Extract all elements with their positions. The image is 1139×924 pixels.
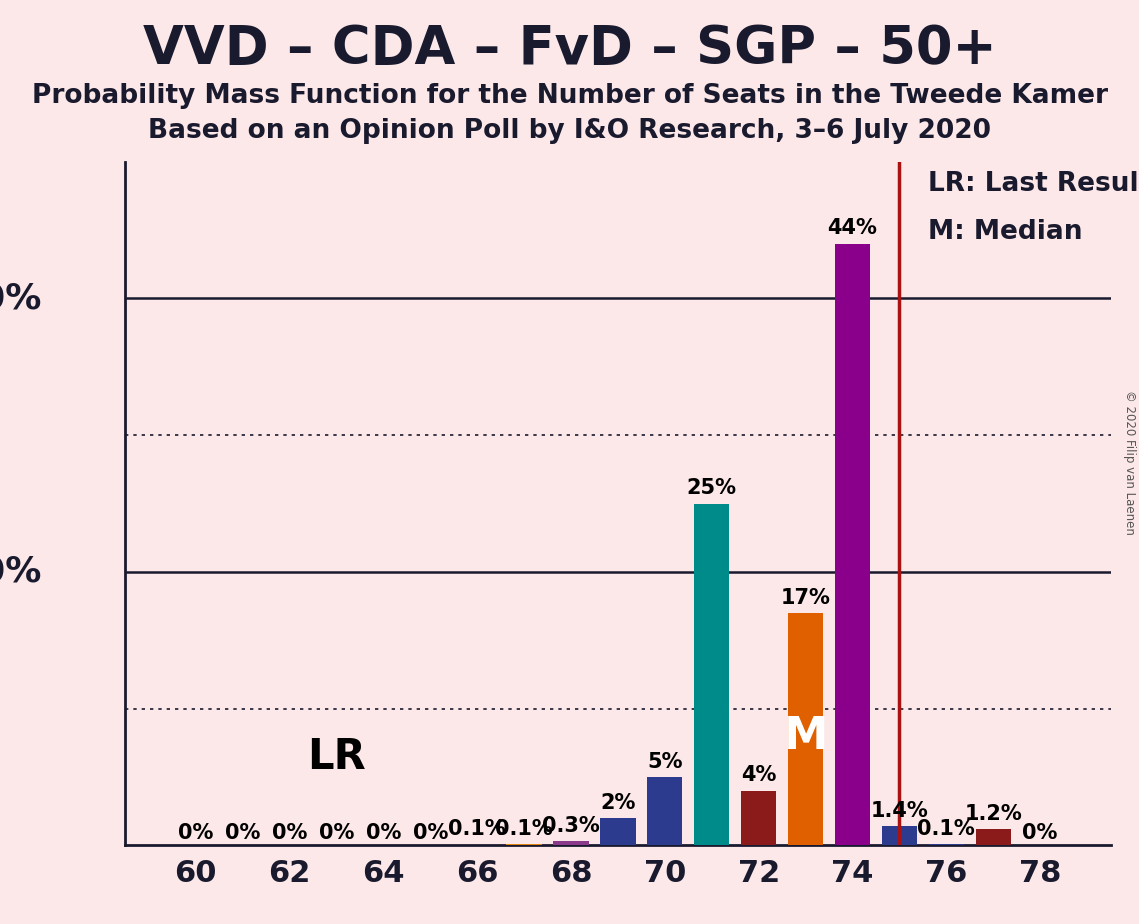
Bar [694,504,729,845]
Text: 44%: 44% [828,218,877,238]
Text: 2%: 2% [600,793,636,812]
Bar [600,818,636,845]
Text: Probability Mass Function for the Number of Seats in the Tweede Kamer: Probability Mass Function for the Number… [32,83,1107,109]
Bar [647,777,682,845]
Text: 0%: 0% [412,822,448,843]
Text: 1.2%: 1.2% [965,804,1022,823]
Text: 0%: 0% [178,822,213,843]
Text: 5%: 5% [647,751,682,772]
Bar [554,842,589,845]
Text: 0%: 0% [1023,822,1058,843]
Bar [741,791,777,845]
Text: 1.4%: 1.4% [870,801,928,821]
Text: © 2020 Filip van Laenen: © 2020 Filip van Laenen [1123,390,1137,534]
Bar [882,826,917,845]
Text: LR: Last Result: LR: Last Result [927,171,1139,197]
Text: M: Median: M: Median [927,219,1082,245]
Text: 0.1%: 0.1% [449,819,506,839]
Text: 0%: 0% [272,822,308,843]
Bar [835,244,870,845]
Text: M: M [784,714,828,758]
Text: 20%: 20% [0,555,41,589]
Text: 0%: 0% [319,822,354,843]
Text: VVD – CDA – FvD – SGP – 50+: VVD – CDA – FvD – SGP – 50+ [142,23,997,75]
Text: 40%: 40% [0,282,41,315]
Text: 0%: 0% [224,822,261,843]
Text: 0.1%: 0.1% [917,819,975,839]
Text: 0%: 0% [366,822,401,843]
Text: Based on an Opinion Poll by I&O Research, 3–6 July 2020: Based on an Opinion Poll by I&O Research… [148,118,991,144]
Text: 4%: 4% [741,765,777,785]
Text: 25%: 25% [687,478,737,498]
Text: 0.1%: 0.1% [495,819,552,839]
Text: 0.3%: 0.3% [542,816,600,836]
Text: LR: LR [308,736,366,778]
Text: 17%: 17% [780,588,830,607]
Bar [976,829,1010,845]
Bar [788,613,823,845]
